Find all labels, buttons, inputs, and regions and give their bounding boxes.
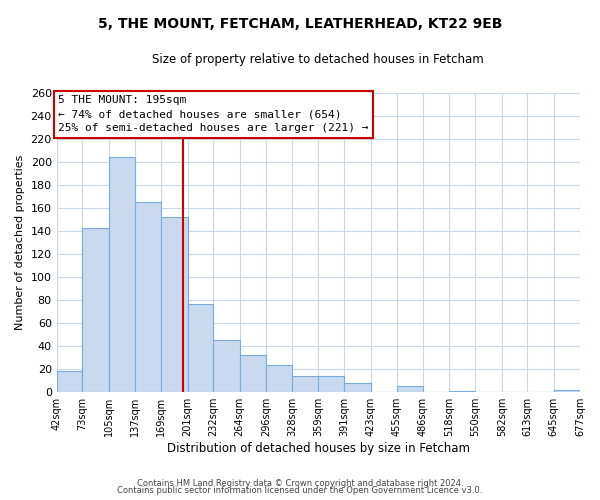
Text: Contains HM Land Registry data © Crown copyright and database right 2024.: Contains HM Land Registry data © Crown c… [137,478,463,488]
Bar [109,158,135,392]
Text: 5 THE MOUNT: 195sqm
← 74% of detached houses are smaller (654)
25% of semi-detac: 5 THE MOUNT: 195sqm ← 74% of detached ho… [58,96,369,134]
Bar [318,376,344,392]
Bar [266,364,292,392]
Bar [82,228,109,392]
Text: Contains public sector information licensed under the Open Government Licence v3: Contains public sector information licen… [118,486,482,495]
Bar [344,383,371,392]
Bar [239,356,266,392]
Bar [554,390,580,392]
Text: 5, THE MOUNT, FETCHAM, LEATHERHEAD, KT22 9EB: 5, THE MOUNT, FETCHAM, LEATHERHEAD, KT22… [98,18,502,32]
Bar [135,202,161,392]
Title: Size of property relative to detached houses in Fetcham: Size of property relative to detached ho… [152,52,484,66]
Y-axis label: Number of detached properties: Number of detached properties [15,155,25,330]
Bar [161,218,188,392]
Bar [213,340,239,392]
Bar [56,372,82,392]
X-axis label: Distribution of detached houses by size in Fetcham: Distribution of detached houses by size … [167,442,470,455]
Bar [188,304,213,392]
Bar [449,391,475,392]
Bar [397,386,422,392]
Bar [292,376,318,392]
